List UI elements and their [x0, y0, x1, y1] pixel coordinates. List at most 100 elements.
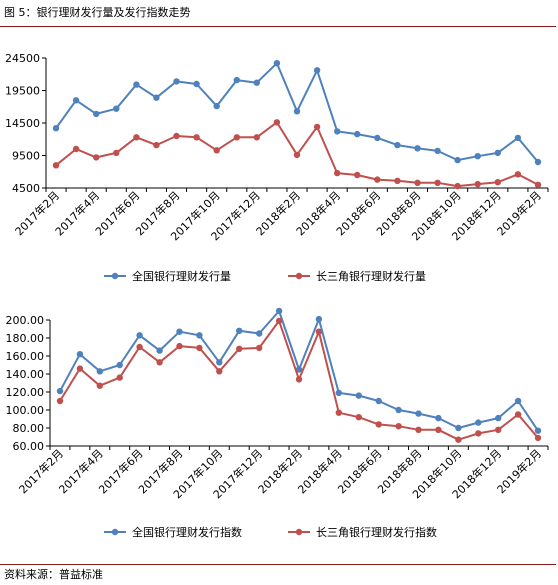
data-point — [454, 156, 461, 164]
y-tick-label: 140.00 — [6, 368, 45, 381]
data-point — [455, 424, 462, 432]
data-point — [514, 134, 522, 142]
data-point — [514, 397, 522, 405]
data-point — [534, 158, 542, 166]
legend-swatch-marker — [111, 272, 119, 280]
data-point — [153, 141, 160, 149]
data-point — [355, 414, 362, 421]
data-point — [415, 410, 422, 417]
data-point — [474, 180, 481, 188]
data-point — [474, 153, 481, 160]
data-point — [193, 134, 200, 141]
data-point — [295, 366, 303, 373]
data-point — [156, 347, 163, 354]
data-point — [93, 110, 100, 118]
data-point — [193, 80, 200, 88]
data-point — [93, 154, 100, 161]
data-point — [434, 147, 441, 155]
data-point — [355, 392, 362, 399]
y-tick-label: 80.00 — [13, 422, 45, 435]
data-point — [334, 128, 341, 135]
data-point — [275, 317, 283, 325]
data-point — [72, 97, 80, 104]
data-point — [494, 149, 501, 157]
chart-volume: 245001950014500950045002017年2月2017年4月201… — [5, 52, 549, 283]
data-point — [196, 332, 203, 339]
data-point — [113, 149, 120, 157]
data-point — [236, 327, 243, 334]
data-point — [395, 423, 402, 430]
data-point — [414, 145, 421, 152]
y-tick-label: 120.00 — [6, 386, 45, 399]
data-point — [435, 426, 442, 433]
data-point — [414, 179, 421, 186]
data-point — [116, 361, 123, 369]
data-point — [116, 374, 123, 381]
data-point — [475, 419, 482, 426]
y-tick-label: 14500 — [5, 117, 40, 130]
data-point — [354, 130, 361, 138]
data-point — [173, 132, 180, 140]
data-point — [176, 328, 183, 335]
data-point — [153, 94, 160, 101]
y-tick-label: 100.00 — [6, 404, 45, 417]
data-point — [394, 141, 401, 149]
data-point — [334, 169, 341, 177]
data-point — [96, 382, 104, 389]
data-point — [173, 78, 180, 85]
data-point — [273, 60, 281, 67]
y-tick-label: 19500 — [5, 85, 40, 98]
data-point — [293, 151, 301, 158]
data-point — [213, 147, 220, 154]
data-point — [176, 342, 183, 350]
data-point — [454, 182, 461, 190]
y-tick-label: 160.00 — [6, 350, 45, 363]
data-point — [133, 81, 140, 88]
data-point — [313, 67, 321, 74]
legend-swatch-marker — [295, 528, 303, 536]
data-point — [534, 181, 542, 188]
data-point — [514, 411, 522, 418]
data-point — [275, 307, 283, 315]
data-point — [56, 397, 64, 405]
legend-swatch-marker — [295, 272, 303, 280]
y-tick-label: 180.00 — [6, 332, 45, 345]
data-point — [96, 368, 104, 375]
data-point — [76, 351, 84, 358]
data-point — [216, 359, 223, 366]
legend-label: 长三角银行理财发行量 — [316, 269, 426, 283]
data-point — [394, 177, 401, 184]
data-point — [374, 176, 381, 183]
data-point — [253, 134, 260, 141]
data-point — [434, 179, 441, 186]
data-point — [494, 179, 501, 186]
data-point — [495, 426, 502, 433]
data-point — [256, 344, 263, 352]
data-point — [514, 171, 522, 178]
data-point — [256, 330, 263, 337]
data-point — [76, 365, 84, 372]
data-point — [273, 119, 281, 126]
y-tick-label: 60.00 — [13, 440, 45, 453]
data-point — [233, 76, 240, 84]
data-point — [313, 123, 321, 131]
data-point — [253, 79, 260, 86]
data-point — [113, 105, 120, 112]
data-point — [233, 134, 240, 141]
y-tick-label: 200.00 — [6, 314, 45, 327]
y-tick-label: 24500 — [5, 52, 40, 65]
data-point — [295, 376, 303, 383]
data-point — [534, 427, 542, 434]
data-point — [495, 414, 502, 422]
data-point — [133, 134, 140, 141]
data-point — [52, 125, 60, 132]
data-point — [72, 145, 80, 153]
data-point — [136, 332, 143, 339]
data-point — [375, 397, 382, 405]
data-point — [136, 343, 143, 351]
data-point — [475, 430, 482, 437]
data-point — [335, 389, 342, 397]
y-tick-label: 9500 — [12, 150, 40, 163]
data-point — [534, 434, 542, 442]
